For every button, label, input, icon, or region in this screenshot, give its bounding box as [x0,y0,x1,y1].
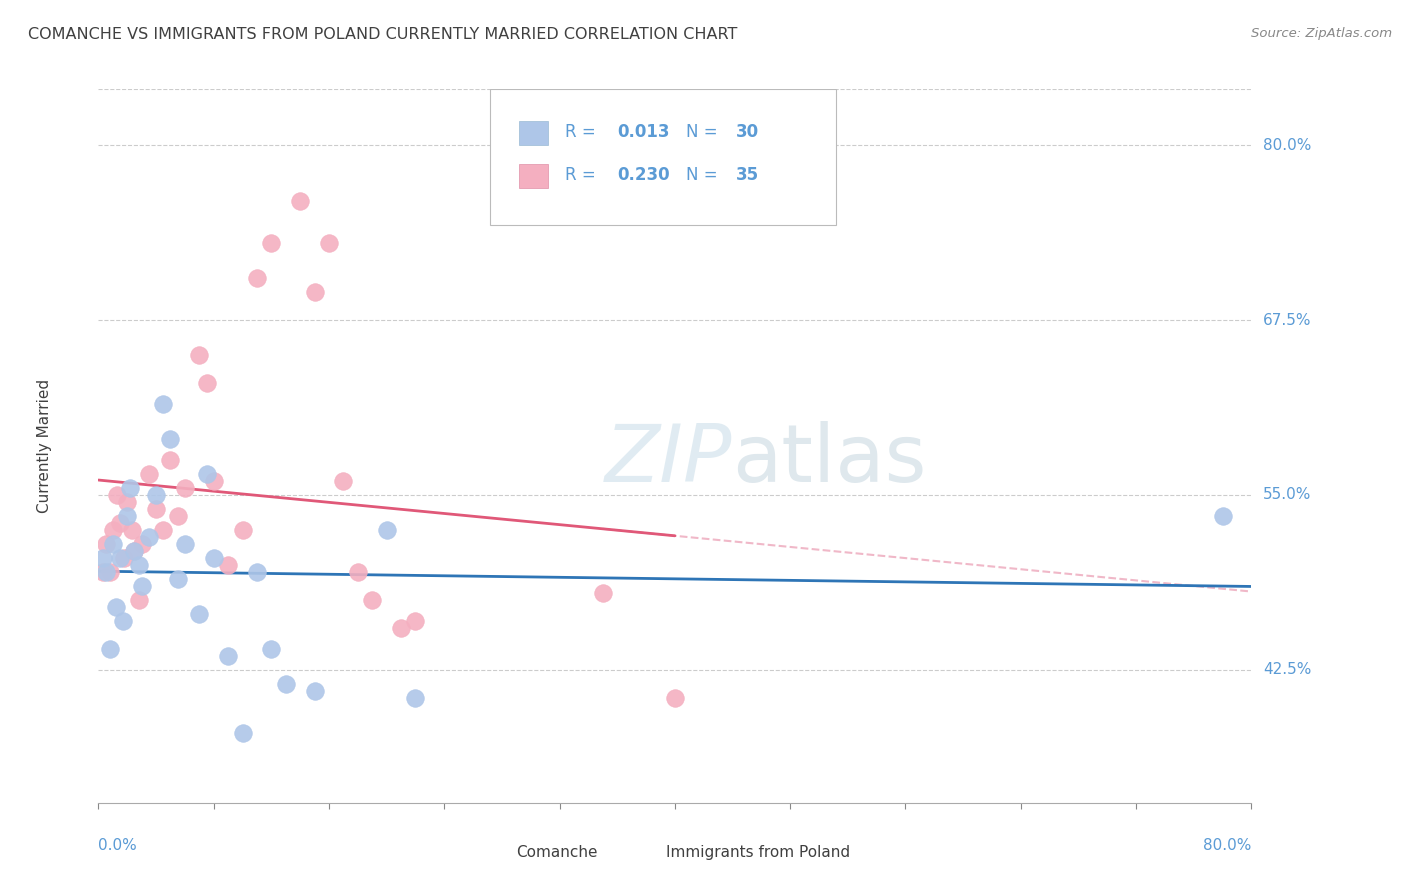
Text: ZIP: ZIP [605,421,733,500]
Point [260,641,283,656]
Point [332,474,354,488]
Text: COMANCHE VS IMMIGRANTS FROM POLAND CURRENTLY MARRIED CORRELATION CHART: COMANCHE VS IMMIGRANTS FROM POLAND CURRE… [28,27,738,42]
Point [91,550,114,565]
Point [246,565,269,579]
Point [195,467,218,481]
Point [94,537,117,551]
Text: 0.013: 0.013 [617,123,669,141]
Point [231,726,254,740]
Text: 80.0%: 80.0% [1204,838,1251,854]
Point [217,648,239,663]
Point [98,565,121,579]
Point [405,614,427,628]
Point [304,684,326,698]
Point [120,481,142,495]
Point [202,474,225,488]
Text: 42.5%: 42.5% [1263,663,1312,677]
Point [108,516,131,530]
FancyBboxPatch shape [628,844,658,865]
Text: Comanche: Comanche [516,846,598,860]
Text: Source: ZipAtlas.com: Source: ZipAtlas.com [1251,27,1392,40]
Point [166,508,188,523]
Point [592,586,614,600]
Point [195,376,218,390]
FancyBboxPatch shape [519,164,548,187]
Point [117,495,138,509]
Text: 35: 35 [735,166,759,184]
Point [105,488,128,502]
Point [231,523,254,537]
Point [166,572,188,586]
Text: 55.0%: 55.0% [1263,487,1312,502]
Point [145,488,167,502]
Point [202,550,225,565]
Text: Currently Married: Currently Married [38,379,52,513]
Text: Immigrants from Poland: Immigrants from Poland [665,846,849,860]
Point [361,593,384,607]
Point [117,508,138,523]
Point [174,481,197,495]
Point [94,565,117,579]
Point [304,285,326,299]
Text: N =: N = [686,123,723,141]
Text: atlas: atlas [733,421,927,500]
Point [246,271,269,285]
Point [274,677,297,691]
Point [145,502,167,516]
Point [112,550,135,565]
Point [91,565,114,579]
Text: R =: R = [565,123,602,141]
Text: 0.0%: 0.0% [98,838,138,854]
Point [124,544,146,558]
FancyBboxPatch shape [491,89,837,225]
Point [152,523,174,537]
Point [1212,508,1234,523]
Point [104,599,127,614]
Text: N =: N = [686,166,723,184]
Text: 30: 30 [735,123,759,141]
Point [217,558,239,572]
Point [290,194,312,208]
Point [318,236,340,251]
Point [101,523,124,537]
Point [128,558,150,572]
Point [405,690,427,705]
Point [101,537,124,551]
Point [174,537,197,551]
Point [159,432,181,446]
Text: 0.230: 0.230 [617,166,669,184]
FancyBboxPatch shape [479,844,508,865]
Point [188,348,211,362]
Point [121,523,143,537]
Text: 67.5%: 67.5% [1263,312,1312,327]
Point [138,530,160,544]
Point [389,621,412,635]
Point [346,565,368,579]
Point [131,537,153,551]
FancyBboxPatch shape [519,121,548,145]
Text: R =: R = [565,166,602,184]
Point [108,550,131,565]
Point [188,607,211,621]
Point [159,453,181,467]
Point [131,579,153,593]
Point [124,544,146,558]
Point [260,236,283,251]
Point [375,523,398,537]
Point [664,690,686,705]
Point [152,397,174,411]
Text: 80.0%: 80.0% [1263,137,1312,153]
Point [98,641,121,656]
Point [128,593,150,607]
Point [138,467,160,481]
Point [111,614,134,628]
